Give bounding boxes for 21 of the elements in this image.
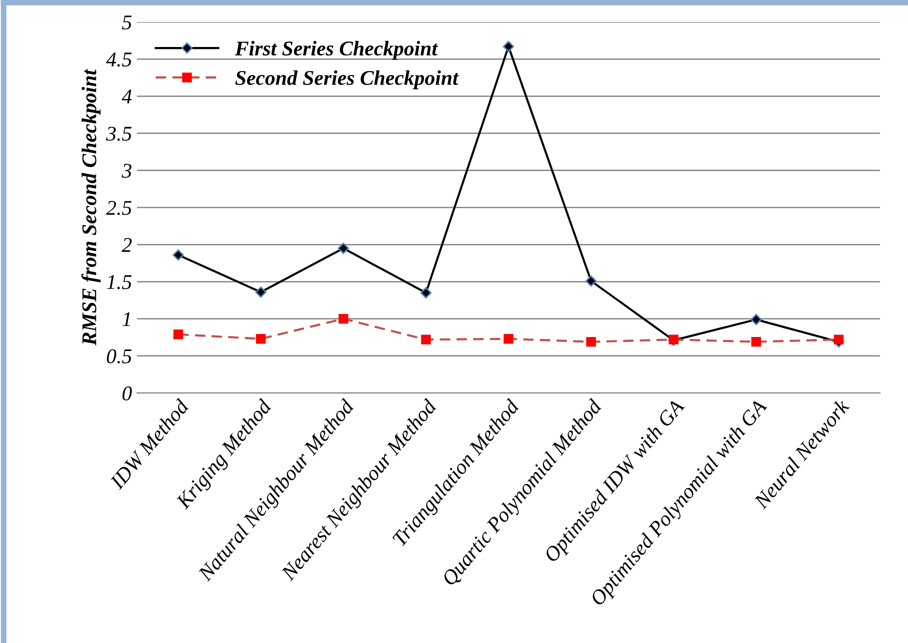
point: [420, 287, 432, 298]
y-tick-label: 2: [122, 238, 132, 252]
y-tick-label: 4: [122, 90, 132, 104]
y-tick-label: 0: [122, 386, 132, 400]
point: [502, 40, 514, 52]
y-tick-label: 4.5: [106, 52, 132, 67]
point: [585, 275, 597, 287]
point: [750, 314, 762, 326]
y-tick-label: 1: [122, 312, 130, 326]
legend-label: First Series Checkpoint: [234, 40, 438, 60]
point: [338, 242, 349, 254]
point: [172, 249, 184, 261]
y-tick-label: 2.5: [106, 200, 132, 216]
point: [255, 286, 266, 298]
y-axis-title: RMSE from Second Checkpoint: [81, 68, 101, 346]
y-tick-label: 3.5: [106, 126, 132, 141]
legend-label: Second Series Checkpoint: [235, 70, 459, 90]
y-tick-label: 1.5: [106, 275, 132, 290]
y-tick-label: 0.5: [106, 349, 132, 364]
y-tick-label: 3: [122, 164, 132, 178]
y-tick-label: 5: [122, 16, 132, 30]
